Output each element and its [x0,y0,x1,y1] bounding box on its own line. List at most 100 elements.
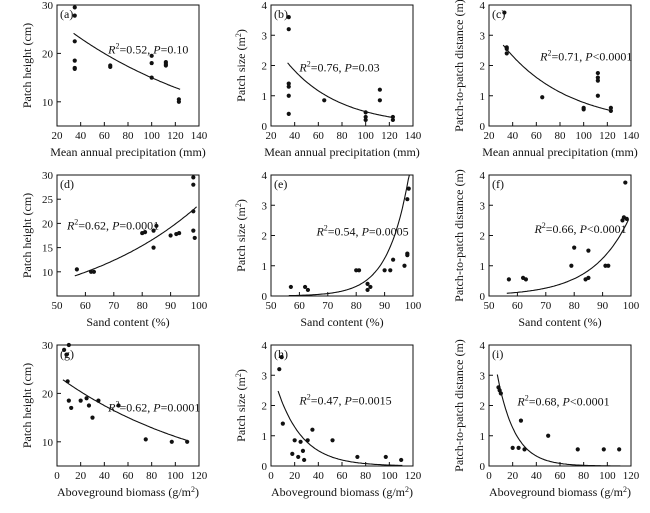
data-point [365,287,370,293]
fit-curve [277,390,403,466]
data-point [163,63,168,68]
y-axis-label: Patch size (m2) [234,29,248,102]
data-point [383,454,388,460]
panel-g: 0 20 40 60 80 100 120 10 20 30 Aboveground biomass… [20,340,208,499]
y-tick-label: 20 [42,218,54,230]
panel-b: 20 40 60 80 100 120 140 0 1 2 3 4 Mean annual precip… [234,0,422,159]
fit-curve [288,174,411,297]
data-point [116,403,121,408]
data-point [292,438,297,443]
x-axis-label: Sand content (%) [518,315,601,329]
x-tick-label: 70 [108,300,120,312]
data-point [363,117,368,123]
panel-a: 20 40 60 80 100 120 140 10 20 30 Mean annual preci… [20,0,208,159]
y-tick-label: 15 [42,243,54,255]
data-point [330,438,335,443]
data-point [91,269,97,274]
data-point [608,105,613,110]
x-tick-label: 40 [289,130,301,142]
y-axis-label: Patch size (m2) [234,199,248,272]
panel-c: 20 40 60 80 100 120 140 0 1 2 3 4 Mean annual precip… [452,0,640,159]
panel-label: (e) [274,177,287,191]
x-tick-label: 120 [599,130,616,142]
y-tick-label: 2 [480,231,486,243]
data-point [355,454,360,460]
x-tick-label: 60 [123,470,135,482]
y-tick-label: 3 [480,200,486,212]
data-point [72,13,77,18]
data-point [277,367,282,372]
x-axis-label: Mean annual precipitation (mm) [50,145,206,159]
data-point [151,245,156,250]
x-tick-label: 20 [484,130,496,142]
x-tick-label: 80 [578,470,590,482]
data-point [296,454,301,460]
y-tick-label: 1 [480,261,486,273]
x-tick-label: 60 [555,470,567,482]
data-point [368,284,373,290]
y-tick-label: 0 [262,291,268,303]
data-point [185,439,190,444]
data-point [310,427,315,432]
data-point [143,437,148,442]
y-tick-label: 0 [262,121,268,133]
data-point [151,228,156,233]
data-point [518,418,524,423]
y-axis-label: Patch height (cm) [20,363,34,448]
y-tick-label: 2 [262,401,268,413]
data-point [65,379,70,384]
x-tick-label: 80 [569,300,581,312]
x-tick-label: 40 [99,470,111,482]
x-tick-label: 80 [146,470,158,482]
x-tick-label: 50 [52,300,64,312]
x-tick-label: 90 [165,300,177,312]
y-tick-label: 30 [42,0,54,12]
data-point [142,230,148,235]
x-tick-label: 60 [313,130,325,142]
x-tick-label: 40 [531,470,543,482]
data-point [288,284,293,290]
stat-annotation: R2=0.54, P=0.0005 [315,224,408,239]
y-tick-label: 30 [42,170,54,182]
data-point [96,398,101,403]
data-point [356,268,362,273]
panel-label: (c) [492,7,505,21]
y-tick-label: 2 [480,401,486,413]
data-point [624,216,629,221]
x-tick-label: 20 [266,130,278,142]
data-point [72,39,77,44]
data-point [504,46,509,51]
x-axis-label: Sand content (%) [86,315,169,329]
data-point [78,398,83,403]
x-tick-label: 60 [294,300,306,312]
x-tick-label: 50 [266,300,278,312]
data-point [506,277,511,282]
data-point [581,107,586,112]
x-tick-label: 40 [507,130,519,142]
data-point [66,342,71,348]
panel-label: (b) [274,7,288,21]
fit-curve [74,206,197,277]
data-point [286,15,291,20]
data-point [154,223,159,228]
data-point [391,257,396,262]
data-point [617,447,622,452]
data-point [363,110,368,115]
data-point [149,60,154,66]
x-tick-label: 100 [381,470,398,482]
x-tick-label: 80 [123,130,135,142]
x-tick-label: 40 [75,130,87,142]
data-point [69,405,74,411]
stat-annotation: R2=0.66, P<0.0001 [533,221,626,236]
x-tick-label: 120 [623,470,640,482]
data-point [608,108,613,113]
data-point [84,396,89,401]
x-tick-label: 70 [322,300,334,312]
data-point [64,352,69,357]
data-point [595,75,600,80]
y-axis-label: Patch-to-patch distance (m) [452,339,466,472]
x-tick-label: 100 [143,130,160,142]
data-point [546,433,551,438]
plot-frame [56,174,200,297]
data-point [191,175,196,180]
